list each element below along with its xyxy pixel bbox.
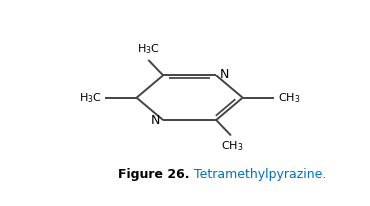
Text: Figure 26.: Figure 26. [118, 168, 190, 181]
Text: Tetramethylpyrazine.: Tetramethylpyrazine. [190, 168, 326, 181]
Text: CH$_3$: CH$_3$ [278, 91, 300, 105]
Text: N: N [150, 114, 160, 127]
Text: H$_3$C: H$_3$C [137, 42, 160, 56]
Text: CH$_3$: CH$_3$ [221, 139, 243, 153]
Text: N: N [219, 68, 229, 81]
Text: H$_3$C: H$_3$C [79, 91, 102, 105]
